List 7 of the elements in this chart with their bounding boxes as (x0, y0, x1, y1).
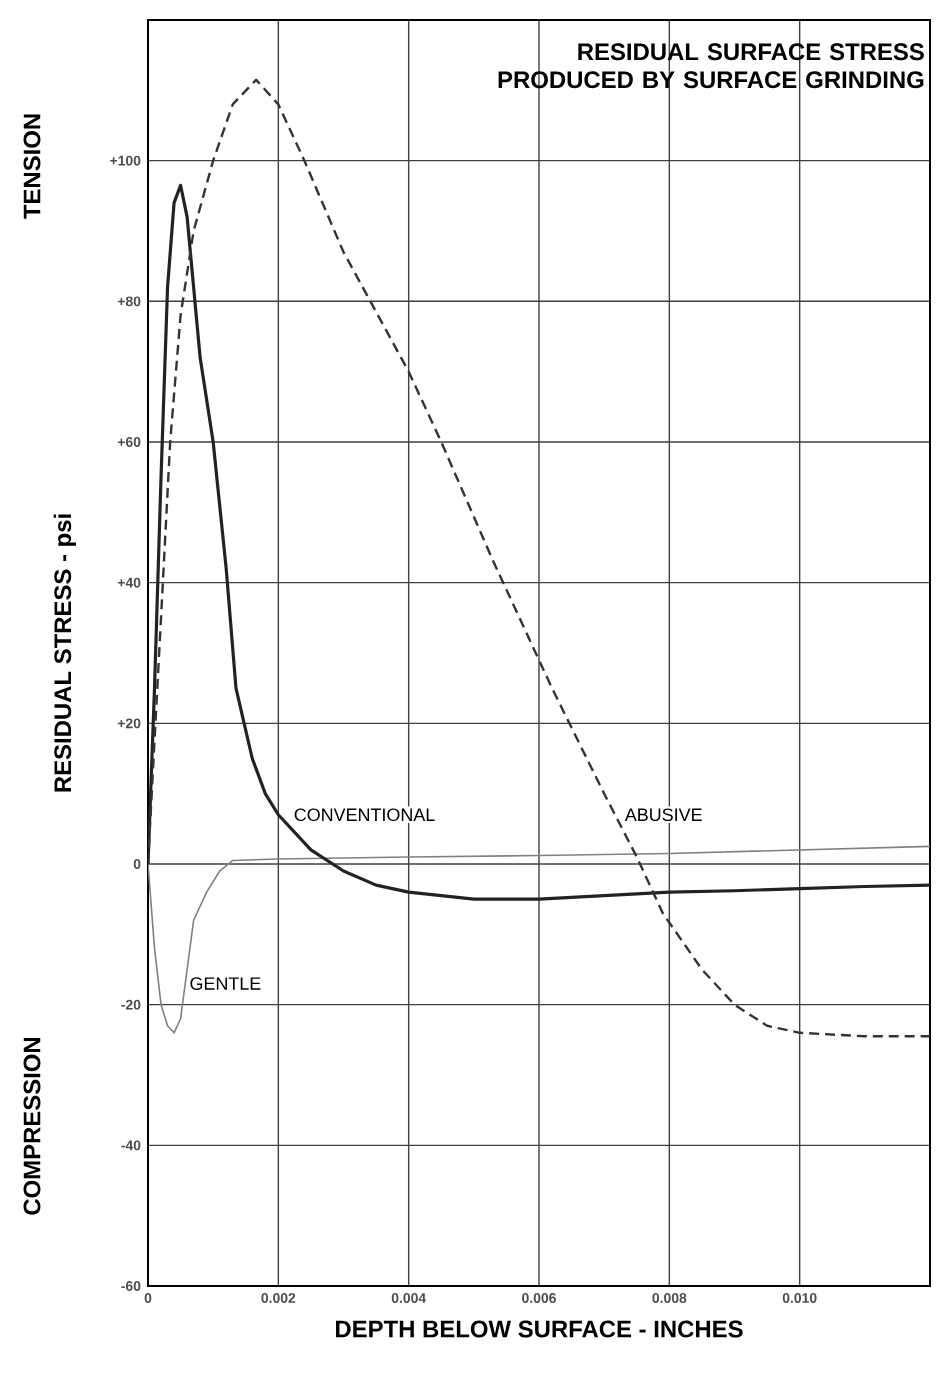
x-axis-title: DEPTH BELOW SURFACE - INCHES (336, 1320, 743, 1338)
text: COMPRESSION (23, 1037, 41, 1215)
series-label: ABUSIVE (624, 808, 702, 822)
y-axis-title: RESIDUAL STRESS - psi (53, 514, 76, 792)
series-label: GENTLE (190, 977, 261, 990)
text: TENSION (23, 114, 41, 219)
series-label: CONVENTIONAL (294, 808, 435, 822)
